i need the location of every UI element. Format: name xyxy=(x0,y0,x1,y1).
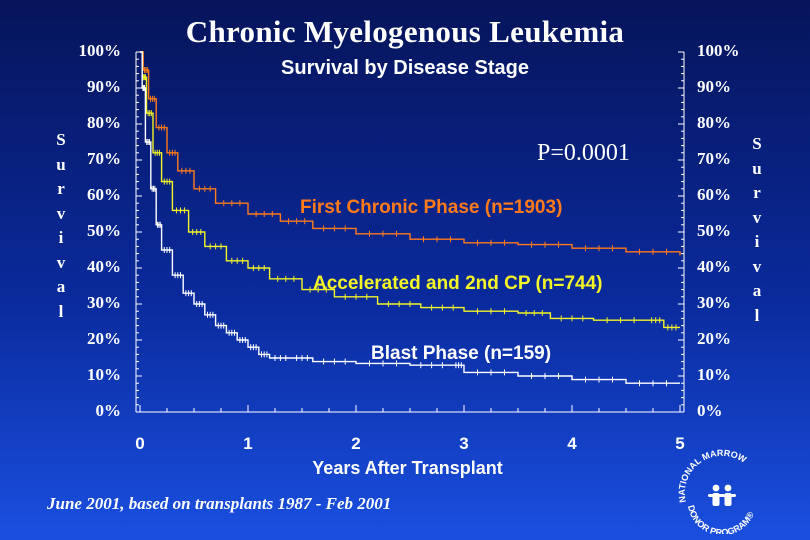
y-axis-label-letter: u xyxy=(752,158,762,178)
left-y-tick-label: 40% xyxy=(87,257,121,276)
right-y-tick-label: 70% xyxy=(697,149,731,168)
right-y-tick-label: 20% xyxy=(697,329,731,348)
x-tick-label: 1 xyxy=(243,434,253,453)
p-value-annotation: P=0.0001 xyxy=(537,140,630,166)
y-axis-label-letter: i xyxy=(58,228,64,247)
y-axis-label-letter: r xyxy=(753,183,761,202)
y-axis-label-letter: i xyxy=(754,232,760,251)
right-y-tick-label: 30% xyxy=(697,293,731,312)
left-y-tick-label: 70% xyxy=(87,149,121,168)
y-axis-label-letter: a xyxy=(56,277,66,296)
y-axis-label-letter: u xyxy=(56,154,66,174)
chart-title: Chronic Myelogenous Leukemia xyxy=(185,14,625,49)
y-axis-label-letter: l xyxy=(58,301,64,321)
series-line-1 xyxy=(140,51,681,256)
x-axis-label: Years After Transplant xyxy=(312,458,503,478)
x-tick-label: 5 xyxy=(675,434,685,453)
right-y-tick-label: 10% xyxy=(697,365,731,384)
left-y-tick-label: 80% xyxy=(87,113,121,132)
y-axis-label-letter: a xyxy=(752,281,762,300)
left-y-tick-label: 0% xyxy=(95,401,122,420)
y-axis-label-letter: v xyxy=(56,203,66,223)
chart-subtitle: Survival by Disease Stage xyxy=(281,57,529,79)
left-y-tick-label: 90% xyxy=(87,77,121,96)
y-axis-label-letter: l xyxy=(754,305,760,325)
left-y-tick-label: 60% xyxy=(87,185,121,204)
left-y-tick-label: 30% xyxy=(87,293,121,312)
left-y-tick-label: 20% xyxy=(87,329,121,348)
y-axis-label-letter: v xyxy=(56,252,66,272)
logo-figures-icon xyxy=(708,484,736,506)
x-tick-label: 4 xyxy=(567,434,577,453)
nmdp-logo: NATIONAL MARROW DONOR PROGRAM® xyxy=(677,448,756,534)
x-tick-label: 0 xyxy=(135,434,145,453)
right-y-tick-label: 50% xyxy=(697,221,731,240)
right-y-tick-label: 0% xyxy=(697,401,723,420)
series-label-first-chronic-phase: First Chronic Phase (n=1903) xyxy=(300,197,563,218)
y-axis-label-letter: S xyxy=(752,134,762,153)
series-label-blast-phase: Blast Phase (n=159) xyxy=(371,343,552,364)
right-y-tick-label: 80% xyxy=(697,113,731,132)
right-y-tick-label: 60% xyxy=(697,185,731,204)
y-axis-label-letter: r xyxy=(57,179,65,198)
left-y-tick-label: 10% xyxy=(87,365,121,384)
footnote: June 2001, based on transplants 1987 - F… xyxy=(47,494,392,513)
series-line-3 xyxy=(140,51,680,384)
y-axis-label-letter: S xyxy=(56,130,66,149)
left-y-tick-label: 50% xyxy=(87,221,121,240)
right-y-tick-label: 40% xyxy=(697,257,731,276)
series-line-2 xyxy=(140,51,680,329)
y-axis-label-letter: v xyxy=(752,256,762,276)
left-y-tick-label: 100% xyxy=(78,41,122,60)
x-tick-label: 3 xyxy=(459,434,469,453)
right-y-tick-label: 90% xyxy=(697,77,731,96)
series-label-accelerated-2nd-cp: Accelerated and 2nd CP (n=744) xyxy=(313,273,603,294)
x-tick-label: 2 xyxy=(351,434,361,453)
right-y-tick-label: 100% xyxy=(697,41,740,60)
y-axis-label-letter: v xyxy=(752,207,762,227)
logo-text-bottom: DONOR PROGRAM® xyxy=(686,504,756,534)
